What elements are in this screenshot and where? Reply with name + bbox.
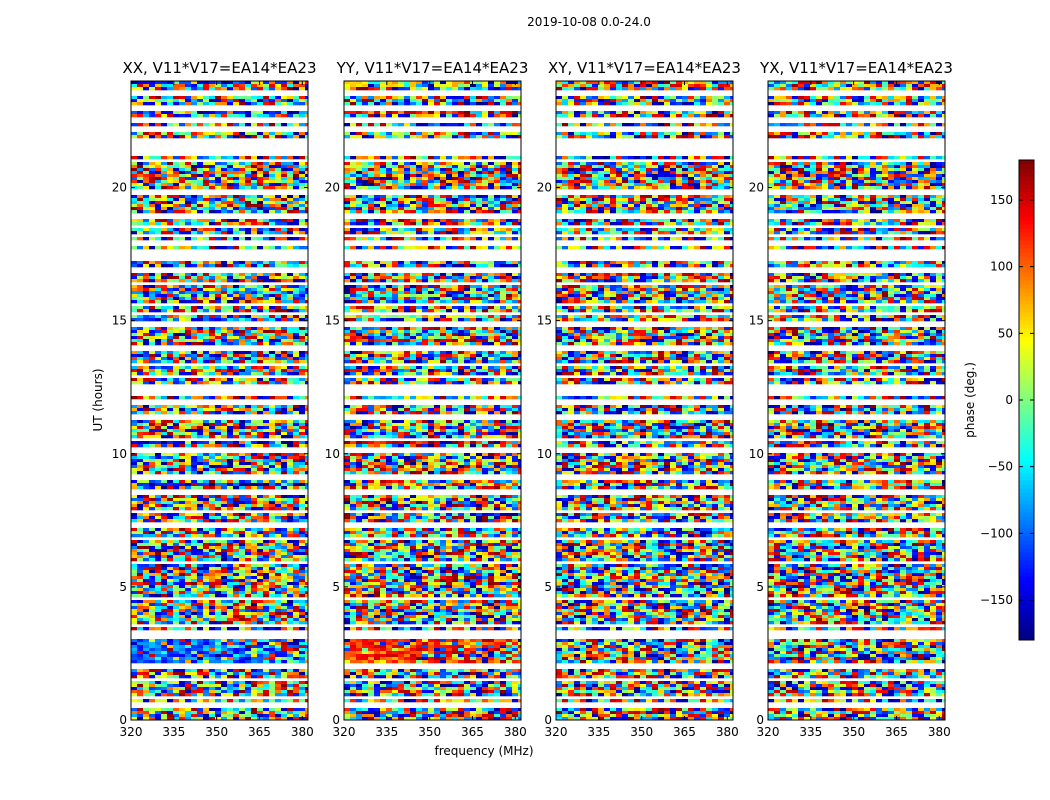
x-tick-label: 335 — [162, 725, 185, 739]
y-tick-label: 20 — [749, 181, 764, 195]
y-tick-label: 20 — [325, 181, 340, 195]
heatmap-cells — [344, 81, 521, 720]
panel-title: XX, V11*V17=EA14*EA23 — [122, 59, 316, 77]
colorbar: 150 100 50 0 −50 −100 −150 — [980, 159, 1035, 641]
y-tick-label: 10 — [112, 447, 127, 461]
y-tick-label: 10 — [325, 447, 340, 461]
x-tick-label: 350 — [842, 725, 865, 739]
x-tick-label: 320 — [120, 725, 143, 739]
y-tick-label: 15 — [749, 314, 764, 328]
x-tick-label: 320 — [545, 725, 568, 739]
heatmap-cells — [768, 81, 945, 720]
x-tick-label: 335 — [375, 725, 398, 739]
x-tick-label: 365 — [461, 725, 484, 739]
panel-title: XY, V11*V17=EA14*EA23 — [548, 59, 741, 77]
panel-yy: YY, V11*V17=EA14*EA23 320 335 350 365 380 0 5 10… — [325, 59, 529, 739]
colorbar-tick-label: −50 — [988, 460, 1013, 474]
x-tick-label: 380 — [928, 725, 951, 739]
y-tick-label: 10 — [749, 447, 764, 461]
figure-title: 2019-10-08 0.0-24.0 — [527, 15, 651, 29]
heatmap-cells — [556, 81, 733, 720]
y-tick-label: 5 — [119, 580, 127, 594]
colorbar-tick-label: 0 — [1005, 393, 1013, 407]
y-tick-label: 15 — [325, 314, 340, 328]
colorbar-tick-label: −100 — [980, 526, 1013, 540]
y-tick-label: 20 — [112, 181, 127, 195]
y-tick-label: 15 — [537, 314, 552, 328]
panel-xy: XY, V11*V17=EA14*EA23 320 335 350 365 380 0 5 10… — [537, 59, 741, 739]
colorbar-tick-label: −150 — [980, 593, 1013, 607]
axes-frame — [555, 80, 734, 721]
x-tick-label: 350 — [205, 725, 228, 739]
colorbar-tick-label: 150 — [990, 193, 1013, 207]
y-axis-label: UT (hours) — [91, 368, 105, 431]
y-tick-label: 15 — [112, 314, 127, 328]
y-tick-label: 5 — [756, 580, 764, 594]
x-tick-label: 365 — [885, 725, 908, 739]
y-tick-label: 0 — [119, 713, 127, 727]
x-tick-label: 350 — [418, 725, 441, 739]
x-tick-label: 365 — [673, 725, 696, 739]
axes-frame — [767, 80, 946, 721]
y-tick-label: 5 — [332, 580, 340, 594]
y-tick-label: 5 — [544, 580, 552, 594]
y-tick-label: 0 — [332, 713, 340, 727]
colorbar-tick-label: 50 — [998, 326, 1013, 340]
y-tick-label: 0 — [756, 713, 764, 727]
x-tick-label: 320 — [333, 725, 356, 739]
y-tick-label: 20 — [537, 181, 552, 195]
y-tick-label: 10 — [537, 447, 552, 461]
x-tick-label: 365 — [248, 725, 271, 739]
x-tick-label: 350 — [630, 725, 653, 739]
panel-xx: XX, V11*V17=EA14*EA23 320 335 350 365 380 0 5 10… — [112, 59, 317, 739]
axes-frame — [343, 80, 522, 721]
x-tick-label: 380 — [716, 725, 739, 739]
axes-frame — [130, 80, 309, 721]
x-tick-label: 380 — [504, 725, 527, 739]
x-tick-label: 320 — [757, 725, 780, 739]
y-tick-label: 0 — [544, 713, 552, 727]
x-axis-label: frequency (MHz) — [434, 744, 533, 758]
heatmap-cells — [131, 81, 308, 720]
panel-yx: YX, V11*V17=EA14*EA23 320 335 350 365 380 0 5 10… — [749, 59, 953, 739]
panel-title: YY, V11*V17=EA14*EA23 — [336, 59, 529, 77]
colorbar-label: phase (deg.) — [963, 362, 977, 438]
x-tick-label: 335 — [587, 725, 610, 739]
x-tick-label: 335 — [799, 725, 822, 739]
x-tick-label: 380 — [291, 725, 314, 739]
panel-title: YX, V11*V17=EA14*EA23 — [759, 59, 953, 77]
panels: XX, V11*V17=EA14*EA23 320 335 350 365 380 0 5 10… — [112, 59, 953, 739]
colorbar-tick-label: 100 — [990, 260, 1013, 274]
